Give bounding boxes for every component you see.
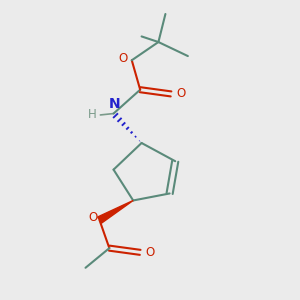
Text: O: O xyxy=(118,52,128,65)
Text: N: N xyxy=(109,97,121,111)
Text: O: O xyxy=(176,87,185,101)
Text: O: O xyxy=(89,211,98,224)
Polygon shape xyxy=(98,200,133,223)
Text: O: O xyxy=(145,246,154,259)
Text: H: H xyxy=(88,108,97,122)
